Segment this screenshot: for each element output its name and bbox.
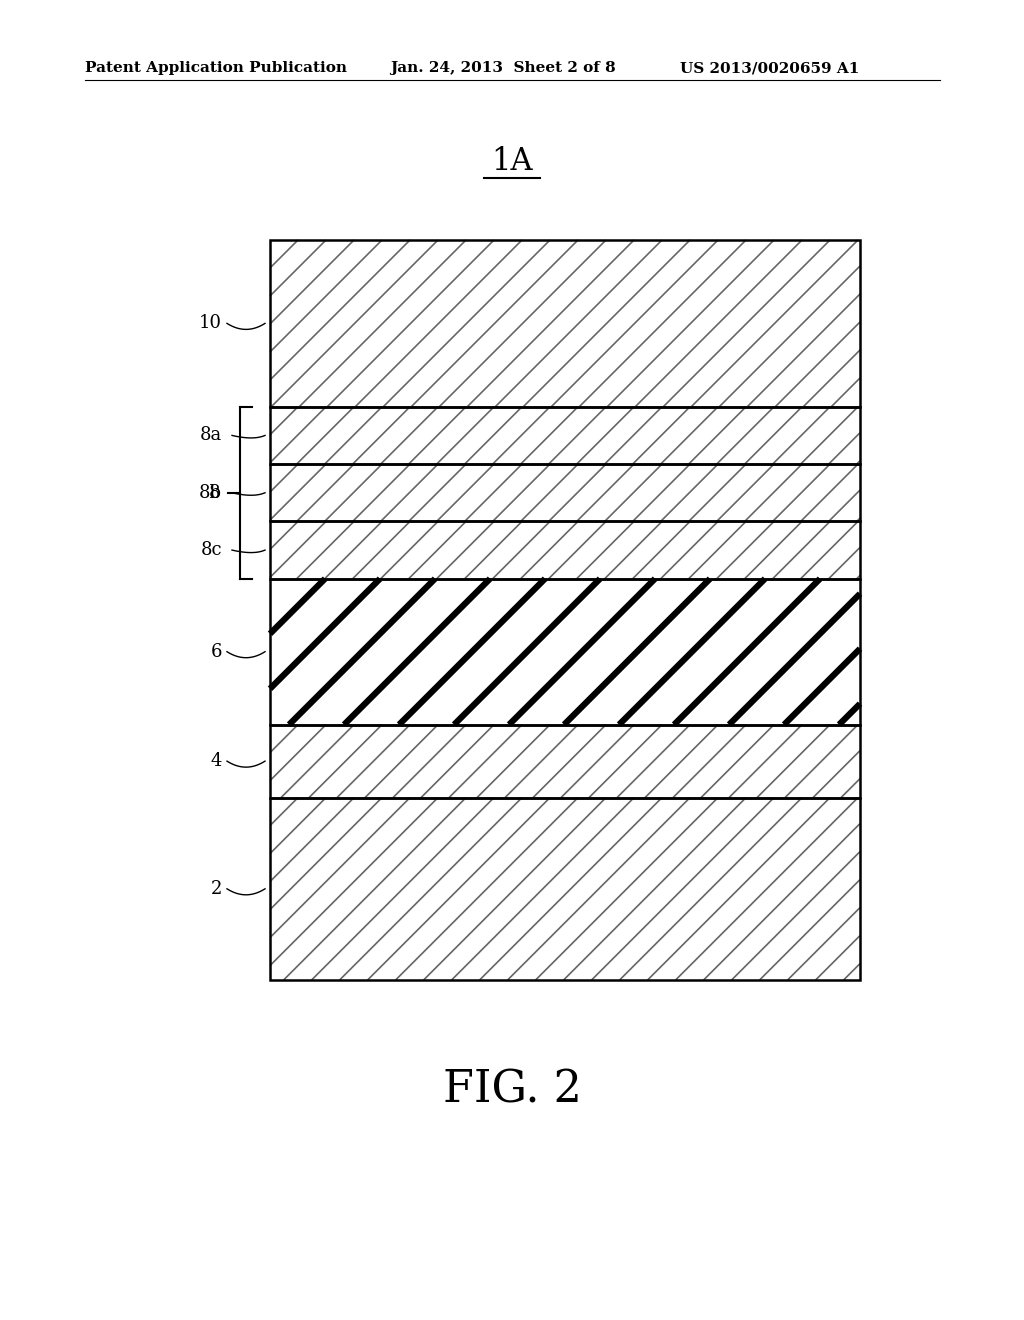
Text: 6: 6 (211, 643, 222, 661)
Bar (270, 407, 860, 465)
Bar (270, 240, 860, 407)
Text: 8b: 8b (199, 483, 222, 502)
Text: 10: 10 (199, 314, 222, 333)
Text: 2: 2 (211, 880, 222, 898)
Bar (270, 725, 860, 797)
Bar (270, 465, 860, 521)
Text: FIG. 2: FIG. 2 (442, 1068, 582, 1111)
Text: 8c: 8c (201, 541, 222, 560)
Text: 4: 4 (211, 752, 222, 770)
Bar (270, 578, 860, 725)
Text: 8: 8 (209, 483, 220, 502)
Bar (270, 797, 860, 979)
Bar (270, 725, 860, 797)
Text: 1A: 1A (492, 147, 532, 177)
Bar (270, 578, 860, 725)
Bar (270, 521, 860, 578)
Bar (270, 407, 860, 465)
Bar (270, 465, 860, 521)
Text: Patent Application Publication: Patent Application Publication (85, 61, 347, 75)
Bar (270, 521, 860, 578)
Bar (270, 797, 860, 979)
Text: US 2013/0020659 A1: US 2013/0020659 A1 (680, 61, 859, 75)
Bar (270, 240, 860, 407)
Text: 8a: 8a (200, 426, 222, 445)
Text: Jan. 24, 2013  Sheet 2 of 8: Jan. 24, 2013 Sheet 2 of 8 (390, 61, 615, 75)
